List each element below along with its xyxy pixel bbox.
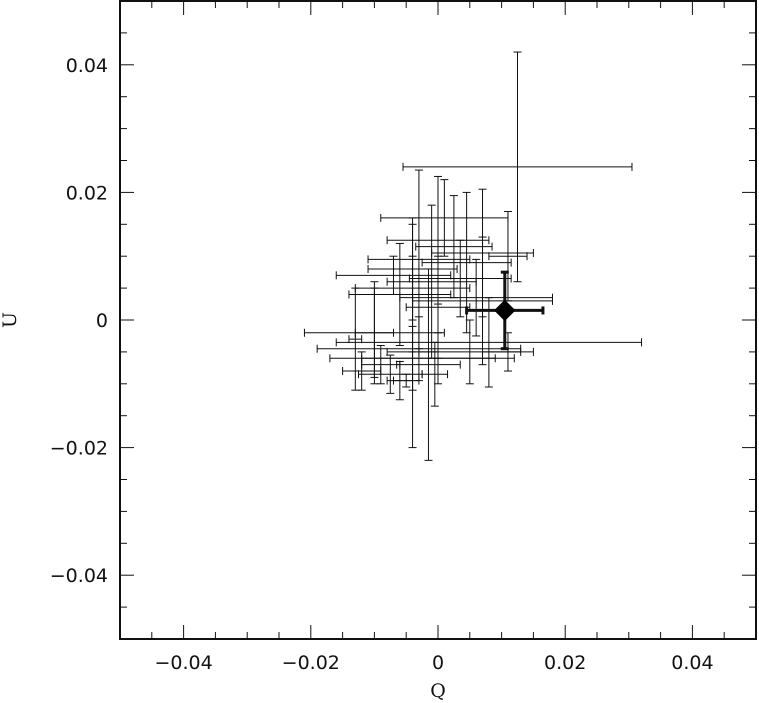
data-point	[342, 351, 382, 391]
data-point	[408, 239, 512, 318]
y-tick-label: 0.04	[66, 55, 108, 77]
x-tick-label: 0.02	[544, 652, 586, 674]
data-point	[482, 332, 534, 372]
y-tick-label: −0.02	[50, 438, 108, 460]
x-axis-label: Q	[430, 680, 446, 702]
axis-ticks	[119, 0, 757, 640]
data-point	[402, 51, 633, 283]
data-point	[386, 255, 439, 449]
error-bars	[303, 51, 643, 461]
x-tick-label: −0.02	[282, 652, 340, 674]
data-point	[358, 354, 423, 394]
data-point	[348, 287, 363, 391]
data-point	[335, 297, 643, 388]
data-point	[303, 281, 445, 385]
data-point	[488, 211, 528, 302]
data-point	[361, 332, 515, 385]
y-tick-label: −0.04	[50, 565, 108, 587]
data-point	[396, 268, 461, 461]
tick-labels: −0.04 −0.02 0 0.02 0.04 −0.04 −0.02 0 0.02 0.04	[50, 55, 714, 674]
x-tick-label: −0.04	[154, 652, 212, 674]
markers	[494, 299, 516, 322]
data-point	[392, 373, 420, 388]
y-axis-label: U	[0, 312, 21, 328]
diamond-marker	[494, 299, 516, 322]
y-tick-label: 0	[96, 310, 108, 332]
x-tick-label: 0	[432, 652, 444, 674]
x-tick-label: 0.04	[671, 652, 713, 674]
y-tick-label: 0.02	[66, 182, 108, 204]
